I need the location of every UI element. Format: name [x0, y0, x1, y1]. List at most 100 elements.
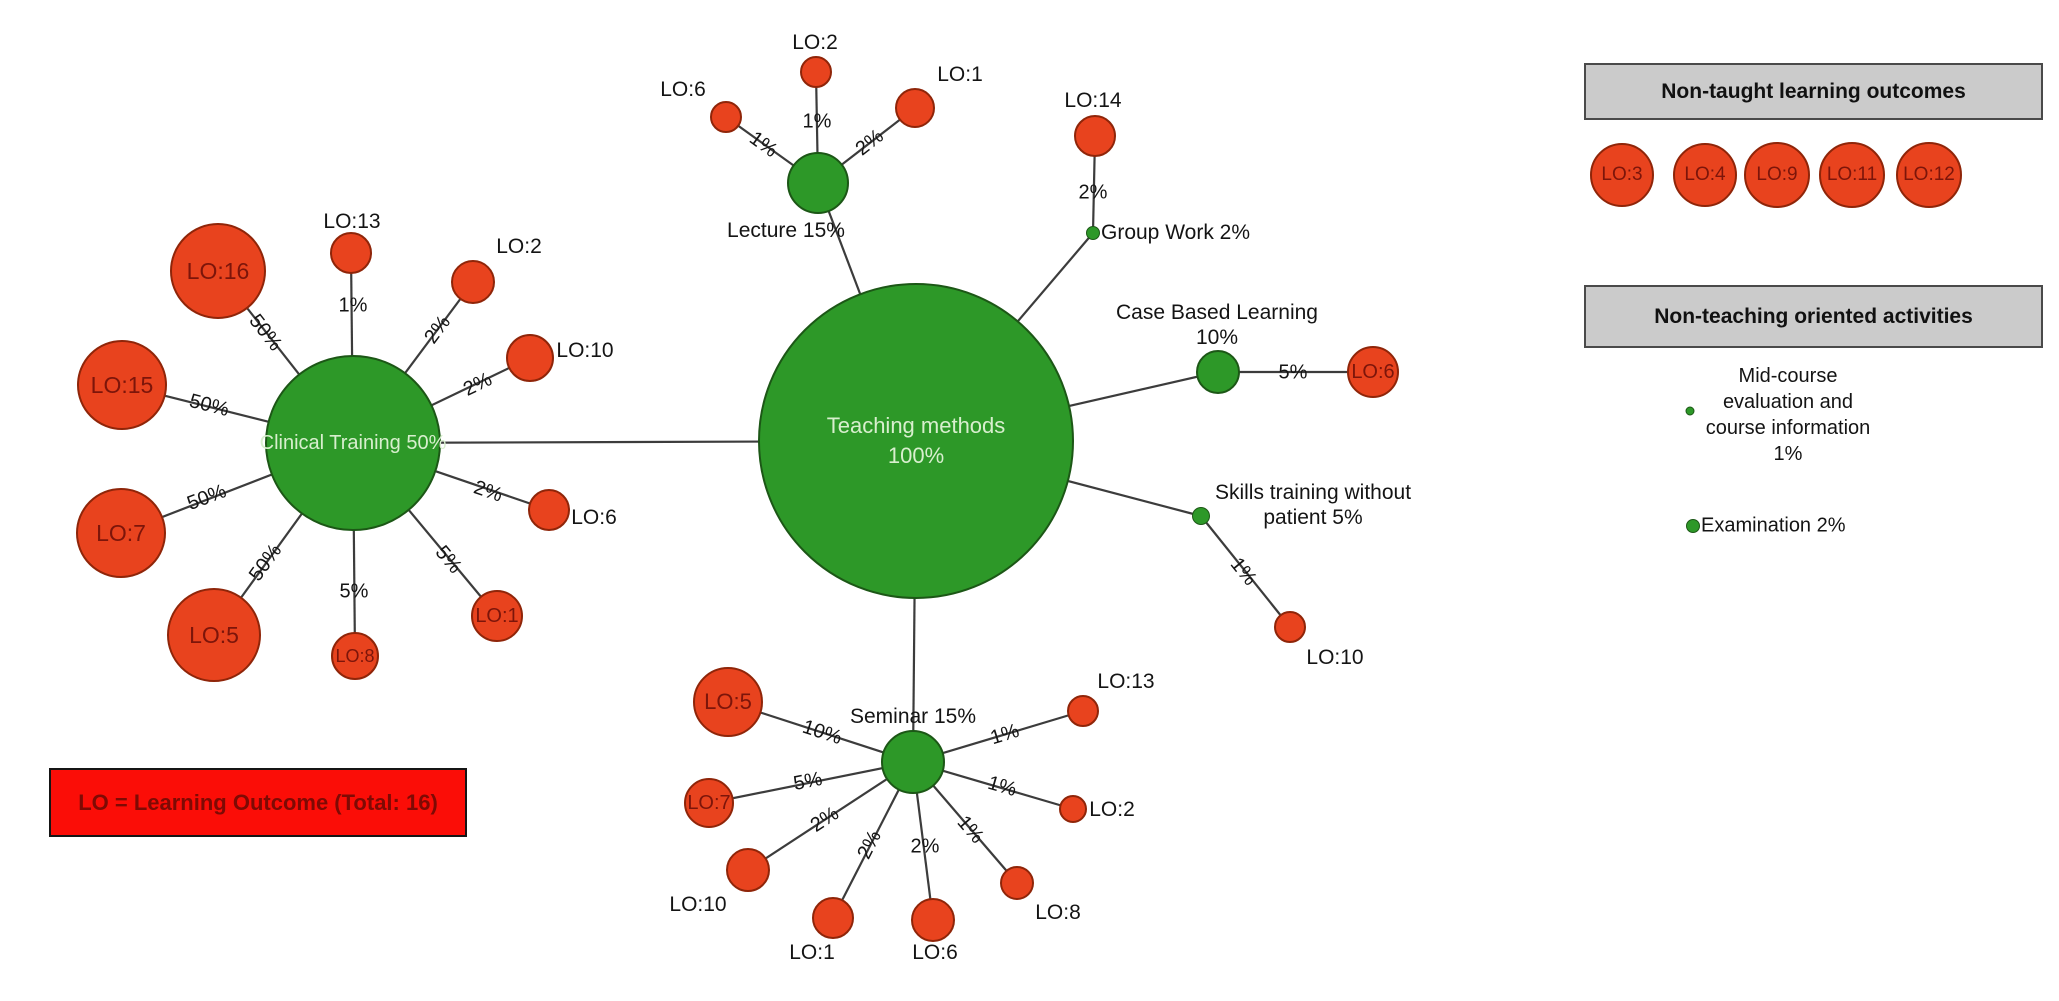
clinical-lo10-node	[506, 334, 554, 382]
clinical-lo16-label: LO:16	[186, 257, 250, 284]
clinical-lo8-label: LO:8	[335, 645, 375, 666]
skills-hub-label: Skills training without patient 5%	[1215, 480, 1411, 530]
legend-lo9-label: LO:9	[1756, 164, 1798, 185]
teaching-methods-hub: Teaching methods 100%	[758, 283, 1074, 599]
mid-course-label: Mid-course evaluation and course informa…	[1706, 363, 1871, 467]
groupwork-lo14-pct: 2%	[1078, 181, 1108, 204]
lecture-lo6-node	[710, 101, 742, 133]
lecture-lo2-label: LO:2	[792, 31, 838, 54]
clinical-lo5-label: LO:5	[189, 621, 239, 648]
edge-seminar-lo7	[708, 760, 914, 805]
clinical-lo16-node: LO:16	[170, 223, 266, 319]
group-work-hub-dot	[1086, 226, 1100, 240]
clinical-lo6-label: LO:6	[571, 506, 617, 529]
clinical-lo8-node: LO:8	[331, 632, 379, 680]
seminar-lo7-node: LO:7	[684, 778, 734, 828]
clinical-lo8-pct: 5%	[339, 580, 369, 603]
seminar-hub	[881, 730, 945, 794]
mid-course-line1: Mid-course	[1738, 365, 1838, 387]
mid-course-line3: course information	[1705, 417, 1871, 439]
non-teaching-title: Non-teaching oriented activities	[1654, 304, 1973, 328]
seminar-hub-label: Seminar 15%	[849, 705, 977, 728]
group-work-hub-label: Group Work 2%	[1101, 221, 1250, 244]
non-teaching-title-box: Non-teaching oriented activities	[1584, 285, 2043, 348]
clinical-lo2-label: LO:2	[496, 235, 542, 258]
lecture-lo2-node	[800, 56, 832, 88]
clinical-lo15-node: LO:15	[77, 340, 167, 430]
lecture-lo1-label: LO:1	[937, 63, 983, 86]
seminar-lo6-pct: 2%	[910, 835, 940, 858]
groupwork-lo14-node	[1074, 115, 1116, 157]
casebased-lo6-label: LO:6	[1351, 360, 1395, 383]
seminar-lo5-label: LO:5	[704, 689, 752, 714]
lecture-lo6-label: LO:6	[660, 78, 706, 101]
case-based-hub-label: Case Based Learning 10%	[1116, 300, 1318, 350]
groupwork-lo14-label: LO:14	[1064, 89, 1122, 112]
seminar-lo6-node	[911, 898, 955, 942]
seminar-lo10-node	[726, 848, 770, 892]
clinical-lo15-label: LO:15	[90, 371, 154, 398]
lecture-hub	[787, 152, 849, 214]
edge-skills-lo10	[1200, 515, 1291, 628]
skills-lo10-node	[1274, 611, 1306, 643]
clinical-lo1-label: LO:1	[475, 604, 519, 627]
seminar-lo7-label: LO:7	[687, 791, 731, 814]
teaching-methods-label: Teaching methods	[826, 413, 1006, 439]
clinical-lo10-label: LO:10	[556, 339, 614, 362]
clinical-training-hub: Clinical Training 50%	[260, 355, 446, 531]
clinical-lo13-node	[330, 232, 372, 274]
mid-course-dot	[1685, 406, 1695, 416]
clinical-lo5-node: LO:5	[167, 588, 261, 682]
legend-lo4-label: LO:4	[1684, 164, 1726, 185]
seminar-lo6-label: LO:6	[912, 941, 958, 964]
lecture-hub-label: Lecture 15%	[727, 219, 845, 242]
seminar-lo10-label: LO:10	[669, 893, 727, 916]
legend-lo3-label: LO:3	[1601, 164, 1643, 185]
legend-lo12-node: LO:12	[1896, 142, 1962, 208]
non-taught-title: Non-taught learning outcomes	[1661, 79, 1966, 103]
seminar-lo8-node	[1000, 866, 1034, 900]
clinical-lo6-node	[528, 489, 570, 531]
legend-lo9-node: LO:9	[1744, 142, 1810, 208]
skills-label-line2: patient 5%	[1263, 506, 1363, 529]
seminar-lo8-label: LO:8	[1035, 901, 1081, 924]
skills-lo10-label: LO:10	[1306, 646, 1364, 669]
teaching-methods-label-stack: Teaching methods 100%	[827, 411, 1006, 470]
clinical-lo13-label: LO:13	[323, 210, 381, 233]
casebased-lo6-pct: 5%	[1278, 361, 1308, 384]
case-based-hub	[1196, 350, 1240, 394]
legend-lo12-label: LO:12	[1903, 164, 1955, 185]
legend-lo4-node: LO:4	[1673, 143, 1737, 207]
lecture-lo2-pct: 1%	[802, 110, 832, 133]
casebased-lo6-node: LO:6	[1347, 346, 1399, 398]
legend-lo11-label: LO:11	[1826, 164, 1878, 185]
teaching-methods-pct: 100%	[887, 443, 945, 468]
mid-course-line4: 1%	[1773, 443, 1803, 465]
lecture-lo1-node	[895, 88, 935, 128]
legend-lo11-node: LO:11	[1819, 142, 1885, 208]
seminar-lo5-node: LO:5	[693, 667, 763, 737]
seminar-lo2-label: LO:2	[1089, 798, 1135, 821]
footnote-box: LO = Learning Outcome (Total: 16)	[49, 768, 467, 837]
non-taught-title-box: Non-taught learning outcomes	[1584, 63, 2043, 120]
edge-seminar-lo10	[747, 761, 914, 871]
skills-hub-dot	[1192, 507, 1210, 525]
clinical-lo13-pct: 1%	[338, 294, 368, 317]
footnote-text: LO = Learning Outcome (Total: 16)	[78, 789, 438, 815]
seminar-lo1-node	[812, 897, 854, 939]
case-based-label-line2: 10%	[1195, 326, 1239, 349]
clinical-training-label: Clinical Training 50%	[259, 431, 447, 454]
seminar-lo13-label: LO:13	[1097, 670, 1155, 693]
seminar-lo13-node	[1067, 695, 1099, 727]
examination-label: Examination 2%	[1701, 514, 1846, 537]
clinical-lo7-node: LO:7	[76, 488, 166, 578]
legend-lo3-node: LO:3	[1590, 143, 1654, 207]
case-based-label-line1: Case Based Learning	[1116, 301, 1318, 324]
mid-course-line2: evaluation and	[1722, 391, 1854, 413]
skills-label-line1: Skills training without	[1214, 481, 1412, 504]
clinical-lo2-node	[451, 260, 495, 304]
clinical-lo7-label: LO:7	[96, 519, 146, 546]
seminar-lo1-label: LO:1	[789, 941, 835, 964]
examination-dot	[1686, 519, 1700, 533]
